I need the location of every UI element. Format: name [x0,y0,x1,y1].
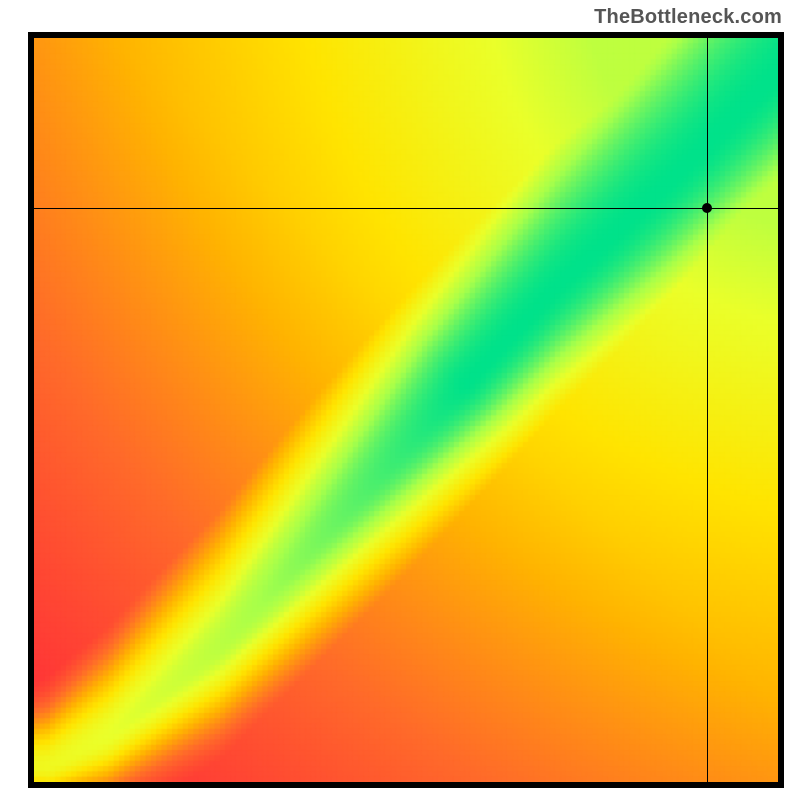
container: TheBottleneck.com [0,0,800,800]
bottleneck-heatmap [34,38,778,782]
plot-frame [28,32,784,788]
watermark-text: TheBottleneck.com [594,6,782,29]
